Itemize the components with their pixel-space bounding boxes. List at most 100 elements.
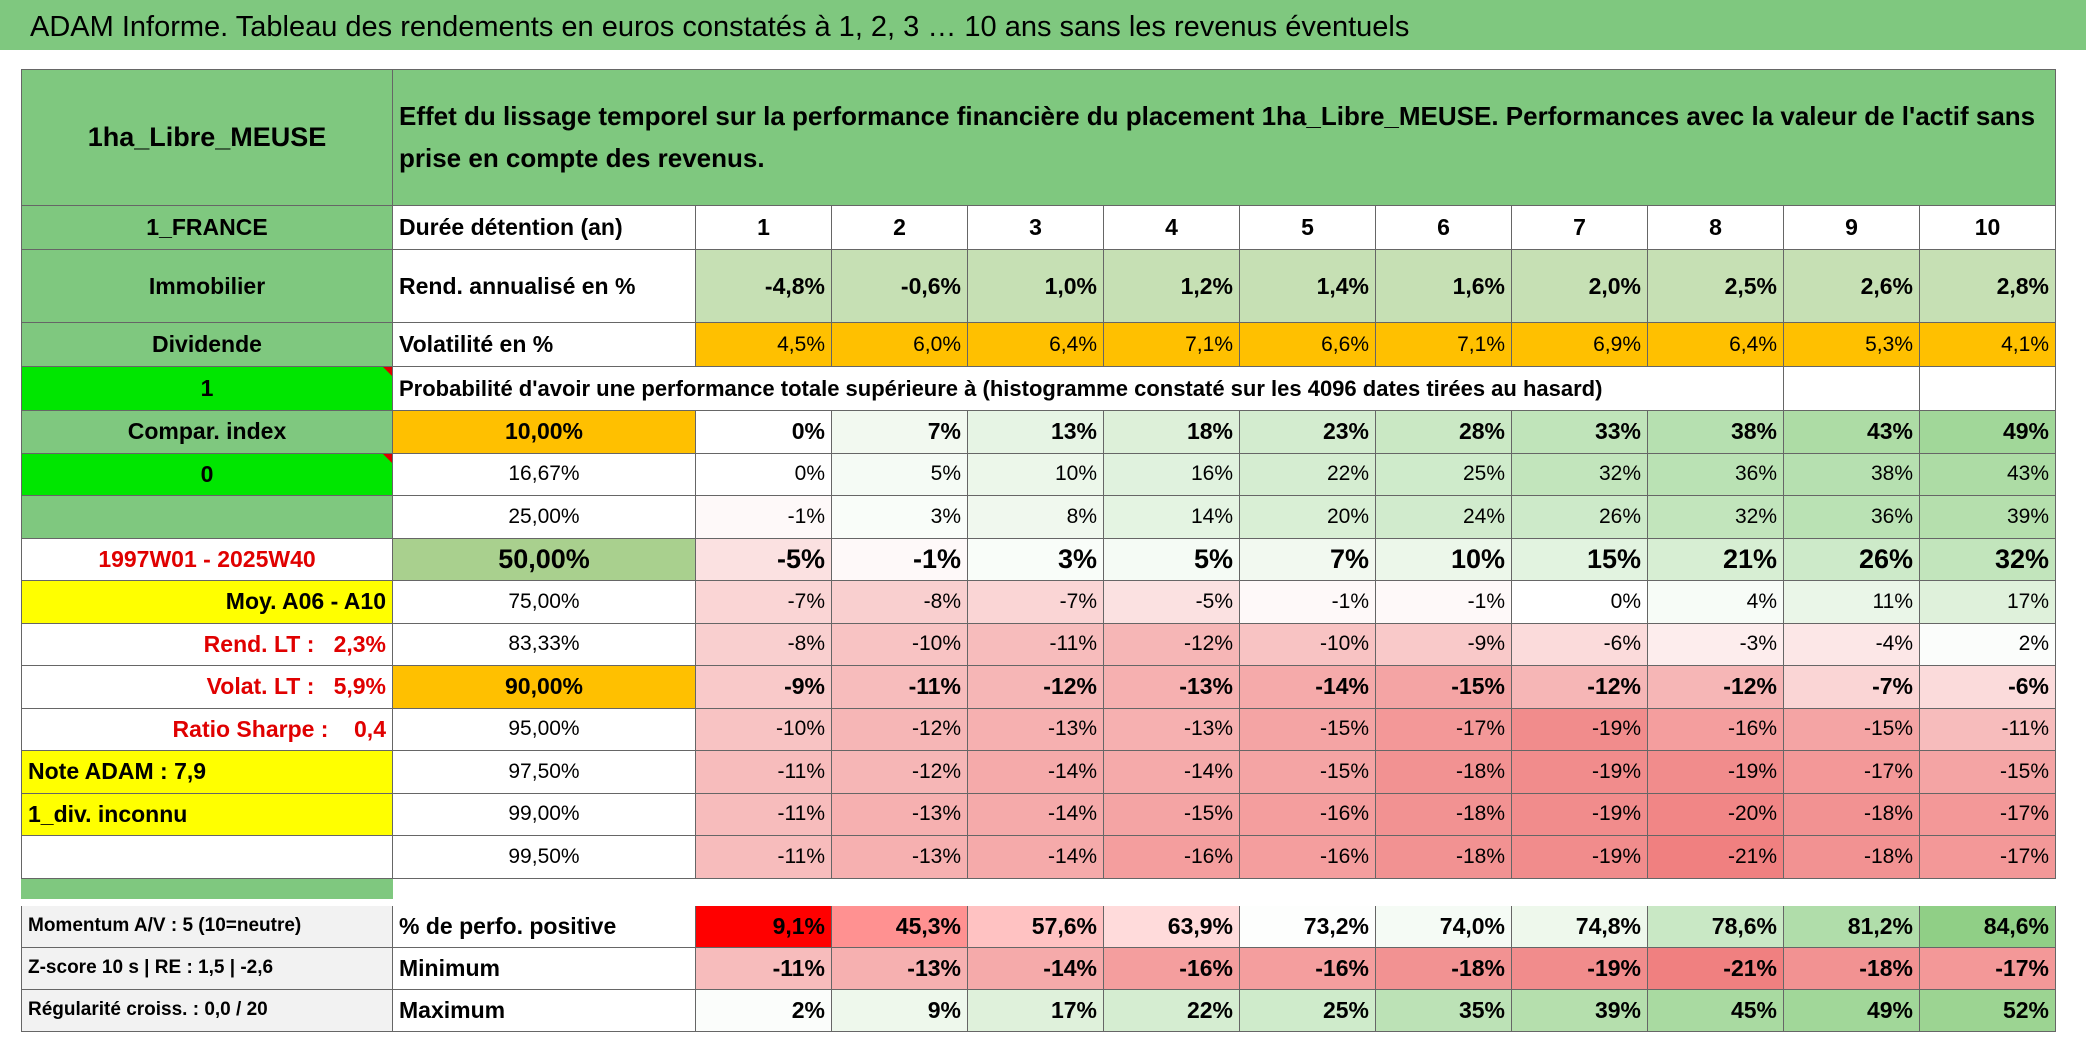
cell: 2,6% (1784, 250, 1920, 323)
cell: 17% (1920, 581, 2056, 624)
cell: -6% (1920, 666, 2056, 709)
cell: -14% (1240, 666, 1376, 709)
cell: 1,0% (968, 250, 1104, 323)
cell: 10 (1920, 206, 2056, 250)
cell: 1_FRANCE (21, 206, 393, 250)
cell: -1% (1240, 581, 1376, 624)
cell: 84,6% (1920, 905, 2056, 948)
cell: 3 (968, 206, 1104, 250)
cell: -16% (1240, 793, 1376, 836)
cell: -13% (1104, 708, 1240, 751)
cell: -17% (1376, 708, 1512, 751)
cell: 99,50% (393, 836, 696, 879)
cell: -1% (696, 496, 832, 539)
cell: 1,6% (1376, 250, 1512, 323)
cell: -12% (968, 666, 1104, 709)
cell: 1997W01 - 2025W40 (21, 538, 393, 581)
cell: -14% (968, 751, 1104, 794)
cell: 1_div. inconnu (21, 793, 393, 836)
cell: 2% (696, 989, 832, 1032)
cell: 1 (696, 206, 832, 250)
cell: -15% (1104, 793, 1240, 836)
cell: -16% (1240, 836, 1376, 879)
cell: -19% (1512, 836, 1648, 879)
cell: -11% (696, 836, 832, 879)
cell: 5,3% (1784, 323, 1920, 367)
cell: 18% (1104, 411, 1240, 454)
cell: 36% (1784, 496, 1920, 539)
cell: Note ADAM : 7,9 (21, 751, 393, 794)
cell: 5 (1240, 206, 1376, 250)
cell: -15% (1920, 751, 2056, 794)
cell: 1 (21, 367, 393, 411)
cell: Minimum (393, 947, 696, 990)
cell: -13% (1104, 666, 1240, 709)
cell: -12% (1648, 666, 1784, 709)
cell: Rend. LT : 2,3% (21, 623, 393, 666)
cell: 6,9% (1512, 323, 1648, 367)
cell: 95,00% (393, 708, 696, 751)
cell: 2% (1920, 623, 2056, 666)
cell: -9% (696, 666, 832, 709)
cell: 38% (1648, 411, 1784, 454)
cell: -4,8% (696, 250, 832, 323)
cell: 7 (1512, 206, 1648, 250)
cell: -19% (1512, 708, 1648, 751)
cell: 57,6% (968, 905, 1104, 948)
cell: -11% (696, 751, 832, 794)
cell: 13% (968, 411, 1104, 454)
cell: 36% (1648, 453, 1784, 496)
cell: -5% (696, 538, 832, 581)
cell: 15% (1512, 538, 1648, 581)
cell: Effet du lissage temporel sur la perform… (393, 69, 2056, 206)
cell: -18% (1376, 836, 1512, 879)
cell: 11% (1784, 581, 1920, 624)
cell: 9 (1784, 206, 1920, 250)
cell: 1,2% (1104, 250, 1240, 323)
cell: 3% (832, 496, 968, 539)
cell: 32% (1648, 496, 1784, 539)
cell: -15% (1784, 708, 1920, 751)
cell: 7,1% (1376, 323, 1512, 367)
cell: 8% (968, 496, 1104, 539)
cell: -17% (1920, 836, 2056, 879)
cell: -18% (1376, 947, 1512, 990)
cell: 26% (1784, 538, 1920, 581)
cell: 6,4% (968, 323, 1104, 367)
cell: 28% (1376, 411, 1512, 454)
cell (21, 496, 393, 539)
cell: -19% (1512, 751, 1648, 794)
cell: -14% (968, 947, 1104, 990)
cell: -14% (968, 836, 1104, 879)
cell: 2 (832, 206, 968, 250)
cell: -8% (832, 581, 968, 624)
cell: 75,00% (393, 581, 696, 624)
cell: -18% (1784, 793, 1920, 836)
cell: Momentum A/V : 5 (10=neutre) (21, 905, 393, 948)
cell: 0% (696, 453, 832, 496)
cell: 7,1% (1104, 323, 1240, 367)
cell: 26% (1512, 496, 1648, 539)
cell: 32% (1512, 453, 1648, 496)
cell: Régularité croiss. : 0,0 / 20 (21, 989, 393, 1032)
cell: 4 (1104, 206, 1240, 250)
cell: -5% (1104, 581, 1240, 624)
cell: 2,5% (1648, 250, 1784, 323)
cell: 73,2% (1240, 905, 1376, 948)
cell: -12% (1104, 623, 1240, 666)
cell: 23% (1240, 411, 1376, 454)
cell: % de perfo. positive (393, 905, 696, 948)
cell: Immobilier (21, 250, 393, 323)
cell: 3% (968, 538, 1104, 581)
table: 1ha_Libre_MEUSE Effet du lissage temporel… (21, 69, 2056, 1032)
cell: Moy. A06 - A10 (21, 581, 393, 624)
cell: 32% (1920, 538, 2056, 581)
cell: 78,6% (1648, 905, 1784, 948)
cell: -18% (1376, 751, 1512, 794)
cell: 7% (1240, 538, 1376, 581)
cell: Volatilité en % (393, 323, 696, 367)
cell: -16% (1104, 836, 1240, 879)
cell: 17% (968, 989, 1104, 1032)
cell: -18% (1784, 947, 1920, 990)
cell: Volat. LT : 5,9% (21, 666, 393, 709)
